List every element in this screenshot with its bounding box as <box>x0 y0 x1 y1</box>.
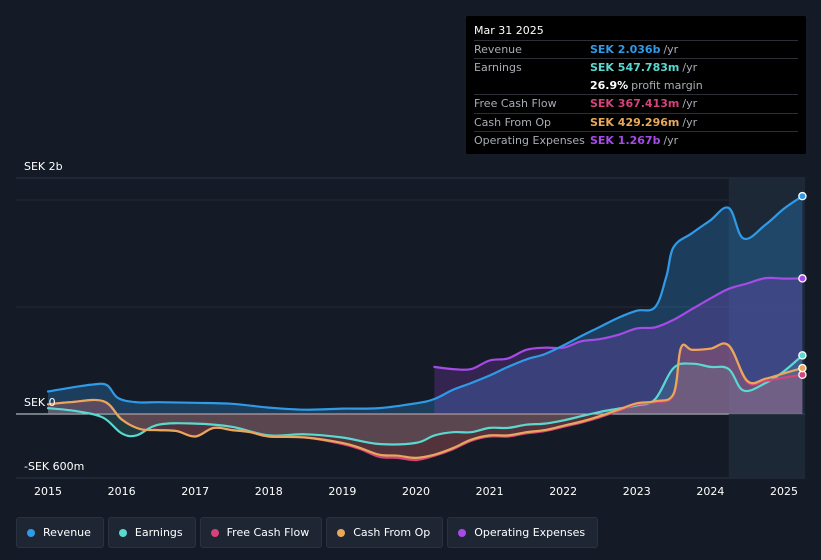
x-axis-labels: 2015 2016 2017 2018 2019 2020 2021 2022 2023 2024… <box>34 485 798 498</box>
grid-lines <box>16 177 805 479</box>
line-operating-expenses <box>433 276 804 371</box>
tooltip-row-opex: Operating Expenses SEK 1.267b /yr <box>474 130 798 149</box>
x-axis-label: 2021 <box>476 485 504 498</box>
x-axis-label: 2015 <box>34 485 62 498</box>
tooltip-value-earnings: SEK 547.783m <box>590 61 680 75</box>
y-axis-label: -SEK 600m <box>24 460 84 473</box>
x-axis-label: 2023 <box>623 485 651 498</box>
legend-label: Revenue <box>43 526 91 539</box>
tooltip-value-cfo: SEK 429.296m <box>590 115 680 129</box>
tooltip-value-revenue: SEK 2.036b <box>590 43 661 56</box>
tooltip-label: Earnings <box>474 61 522 75</box>
tooltip-value-opex: SEK 1.267b <box>590 133 661 147</box>
series-end-dots <box>798 191 807 379</box>
tooltip-label: Revenue <box>474 43 522 56</box>
y-axis-label: SEK 2b <box>24 160 63 173</box>
tooltip-unit: /yr <box>682 97 698 111</box>
area-cash-from-op <box>48 343 803 458</box>
series-areas <box>48 196 803 461</box>
end-dot-operating-expenses <box>798 274 807 283</box>
legend-dot-icon <box>458 528 467 537</box>
end-dot-revenue <box>798 191 807 201</box>
x-axis-label: 2024 <box>696 485 724 498</box>
end-dot-earnings <box>798 351 807 360</box>
y-axis-label: SEK 0 <box>24 396 56 409</box>
tooltip-unit: /yr <box>663 133 679 147</box>
line-earnings <box>46 354 804 446</box>
tooltip-unit: profit margin <box>631 78 703 92</box>
x-axis-label: 2018 <box>255 485 283 498</box>
series-lines <box>46 195 804 462</box>
legend-label: Cash From Op <box>353 526 431 539</box>
legend-label: Earnings <box>134 526 183 539</box>
legend-item-cash-from-op[interactable]: Cash From Op <box>326 517 444 548</box>
tooltip-label: Cash From Op <box>474 115 552 129</box>
x-axis-label: 2016 <box>108 485 136 498</box>
legend-label: Operating Expenses <box>474 526 586 539</box>
legend-item-operating-expenses[interactable]: Operating Expenses <box>447 517 599 548</box>
forecast-shade <box>728 178 805 478</box>
tooltip-value-margin: 26.9% <box>590 78 629 92</box>
end-dot-cash-from-op <box>798 363 807 373</box>
x-axis-label: 2020 <box>402 485 430 498</box>
chart-legend: Revenue Earnings Free Cash Flow Cash Fro… <box>16 517 599 548</box>
tooltip-value-fcf: SEK 367.413m <box>590 97 680 111</box>
tooltip-label: Free Cash Flow <box>474 97 557 111</box>
tooltip-row-margin: 26.9% profit margin <box>474 77 798 94</box>
area-free-cash-flow <box>48 343 803 461</box>
line-revenue <box>46 195 804 411</box>
legend-dot-icon <box>118 528 127 537</box>
legend-item-revenue[interactable]: Revenue <box>16 517 104 548</box>
tooltip-unit: /yr <box>682 61 698 75</box>
legend-item-free-cash-flow[interactable]: Free Cash Flow <box>199 517 323 548</box>
area-operating-expenses <box>434 277 803 414</box>
x-axis-label: 2017 <box>181 485 209 498</box>
tooltip-row-fcf: Free Cash Flow SEK 367.413m /yr <box>474 94 798 112</box>
x-axis-label: 2022 <box>549 485 577 498</box>
tooltip-unit: /yr <box>663 43 679 56</box>
area-revenue <box>48 196 803 414</box>
tooltip-row-revenue: Revenue SEK 2.036b /yr <box>474 40 798 58</box>
tooltip-row-earnings: Earnings SEK 547.783m /yr <box>474 58 798 76</box>
tooltip-label: Operating Expenses <box>474 133 585 147</box>
tooltip-row-cfo: Cash From Op SEK 429.296m /yr <box>474 112 798 131</box>
legend-item-earnings[interactable]: Earnings <box>107 517 196 548</box>
forecast-region <box>728 178 805 478</box>
tooltip-label <box>474 77 590 94</box>
x-axis-label: 2019 <box>328 485 356 498</box>
data-tooltip: Mar 31 2025 Revenue SEK 2.036b /yr Earni… <box>466 16 806 154</box>
legend-dot-icon <box>27 528 35 537</box>
y-axis-labels: SEK 2b SEK 0 -SEK 600m <box>24 160 84 473</box>
line-cash-from-op <box>46 342 804 460</box>
tooltip-unit: /yr <box>682 115 698 129</box>
tooltip-date: Mar 31 2025 <box>474 24 544 37</box>
area-earnings <box>48 355 803 445</box>
legend-dot-icon <box>337 528 346 537</box>
legend-dot-icon <box>210 528 219 537</box>
x-axis-label: 2025 <box>770 485 798 498</box>
legend-label: Free Cash Flow <box>226 526 310 539</box>
